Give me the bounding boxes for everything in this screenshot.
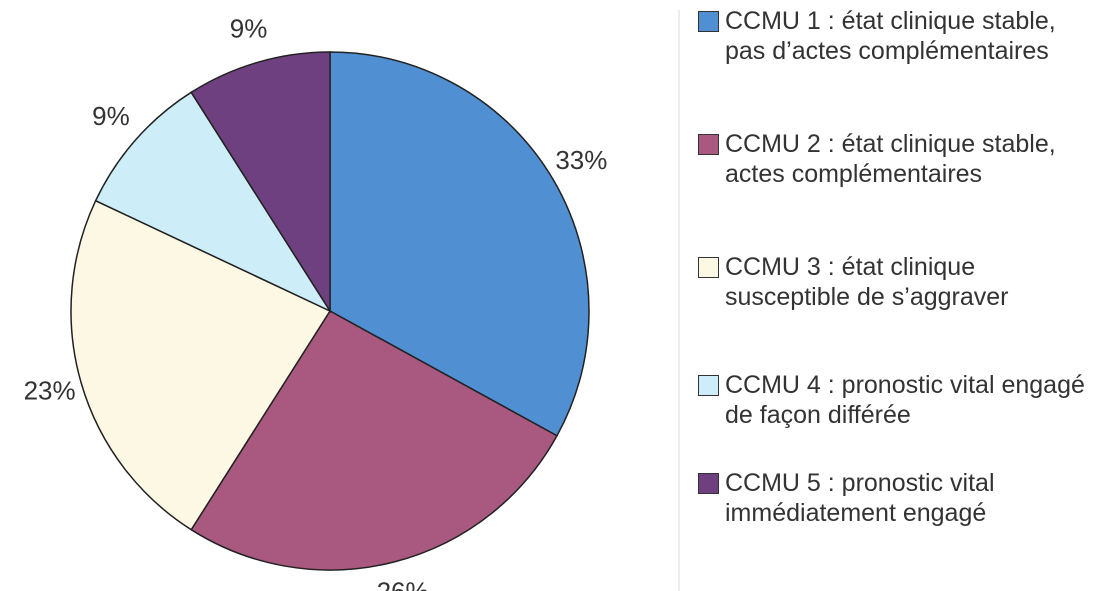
legend-label: CCMU 4 : pronostic vital engagé de façon…	[725, 371, 1085, 429]
legend-swatch	[698, 473, 719, 494]
data-label: 9%	[230, 13, 268, 43]
data-label: 23%	[24, 375, 76, 405]
data-label: 9%	[92, 101, 130, 131]
legend-swatch	[698, 134, 719, 155]
legend-swatch	[698, 375, 719, 396]
legend-item: CCMU 3 : état clinique susceptible de s’…	[698, 252, 1085, 312]
legend-label: CCMU 3 : état clinique susceptible de s’…	[725, 253, 1009, 311]
legend-item: CCMU 2 : état clinique stable, actes com…	[698, 129, 1085, 189]
data-label: 33%	[555, 145, 607, 175]
legend-swatch	[698, 257, 719, 278]
pie-slice	[329, 51, 590, 437]
legend-label: CCMU 2 : état clinique stable, actes com…	[725, 130, 1056, 188]
pie-slice	[190, 310, 558, 571]
legend-label: CCMU 1 : état clinique stable, pas d’act…	[725, 7, 1056, 65]
legend-label: CCMU 5 : pronostic vital immédiatement e…	[725, 469, 995, 527]
pie-slice	[94, 91, 333, 313]
pie-slice	[70, 199, 332, 531]
legend-item: CCMU 1 : état clinique stable, pas d’act…	[698, 6, 1085, 66]
data-label: 26%	[377, 577, 429, 591]
pie-slice	[190, 51, 331, 314]
legend-item: CCMU 5 : pronostic vital immédiatement e…	[698, 468, 1085, 528]
legend-swatch	[698, 11, 719, 32]
legend-item: CCMU 4 : pronostic vital engagé de façon…	[698, 370, 1085, 430]
